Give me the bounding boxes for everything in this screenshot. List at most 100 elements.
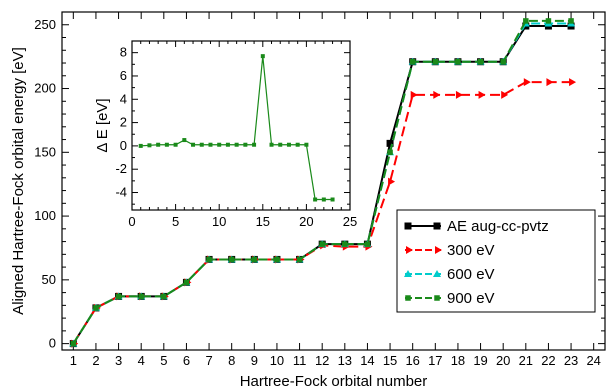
x-tick-label: 11 — [293, 353, 307, 368]
legend-swatch-marker — [404, 222, 412, 230]
inset-data-point — [138, 143, 143, 148]
inset-data-point — [208, 142, 213, 147]
data-point — [410, 90, 418, 99]
inset-data-point — [164, 142, 169, 147]
x-tick-label: 17 — [428, 353, 442, 368]
inset-y-tick-label: -2 — [115, 161, 127, 176]
inset-data-point — [191, 142, 196, 147]
inset-data-point — [234, 142, 239, 147]
inset-data-point — [147, 143, 152, 148]
data-point — [342, 241, 348, 247]
inset-y-tick-label: 0 — [120, 138, 127, 153]
inset-data-point — [313, 197, 318, 202]
data-point — [388, 177, 396, 186]
x-tick-label: 8 — [228, 353, 235, 368]
data-point — [432, 58, 439, 65]
legend-label: 600 eV — [447, 266, 495, 283]
series-3 — [70, 18, 574, 347]
inset-y-tick-label: 8 — [120, 45, 127, 60]
x-tick-label: 19 — [473, 353, 487, 368]
x-tick-label: 15 — [383, 353, 397, 368]
x-tick-label: 1 — [70, 353, 77, 368]
inset-y-tick-label: -4 — [115, 185, 127, 200]
legend-swatch-marker — [404, 270, 412, 277]
x-tick-label: 23 — [564, 353, 578, 368]
x-tick-label: 21 — [519, 353, 533, 368]
x-tick-label: 3 — [115, 353, 122, 368]
inset-data-point — [225, 142, 230, 147]
inset-x-tick-label: 0 — [128, 214, 135, 229]
x-tick-label: 14 — [360, 353, 374, 368]
data-point — [569, 78, 577, 87]
data-point — [138, 293, 144, 300]
data-point — [206, 256, 212, 263]
x-tick-label: 5 — [160, 353, 167, 368]
data-point — [70, 340, 77, 347]
x-tick-label: 2 — [92, 353, 99, 368]
inset-data-point — [182, 138, 187, 143]
legend-swatch-marker — [435, 246, 442, 254]
y-tick-label: 150 — [34, 144, 56, 159]
data-point — [478, 90, 486, 99]
y-axis-title: Aligned Hartree-Fock orbital energy [eV] — [10, 47, 27, 315]
x-tick-label: 24 — [586, 353, 600, 368]
inset-data-point — [304, 142, 309, 147]
legend: AE aug-cc-pvtz 300 eV 600 eV 900 eV — [396, 209, 596, 313]
data-point — [545, 18, 552, 24]
data-point — [183, 279, 190, 286]
inset-data-point — [286, 142, 291, 147]
plot-frame — [61, 11, 606, 351]
data-point — [568, 18, 574, 24]
data-point — [500, 58, 506, 65]
data-point — [433, 90, 441, 99]
legend-label: 900 eV — [447, 290, 495, 307]
x-tick-label: 10 — [270, 353, 284, 368]
x-axis-title: Hartree-Fock orbital number — [240, 373, 428, 389]
y-tick-label: 250 — [34, 17, 56, 32]
data-point — [274, 256, 280, 263]
data-point — [319, 241, 325, 247]
x-tick-label: 16 — [405, 353, 419, 368]
inset-data-point — [278, 142, 283, 147]
data-point — [387, 149, 393, 156]
legend-entry: AE aug-cc-pvtz — [404, 218, 549, 235]
inset-y-axis-title: Δ E [eV] — [94, 98, 111, 152]
data-point — [115, 293, 122, 300]
data-point — [455, 58, 461, 65]
inset-y-tick-label: 6 — [120, 68, 127, 83]
inset-x-tick-label: 15 — [256, 214, 270, 229]
legend-entry: 300 eV — [405, 242, 495, 259]
inset-x-tick-label: 10 — [212, 214, 226, 229]
inset-frame — [131, 40, 351, 211]
data-point — [296, 256, 303, 263]
y-tick-label: 100 — [34, 208, 56, 223]
inset-data-point — [199, 142, 204, 147]
inset-data-point — [295, 142, 300, 147]
inset-plot: -4 -2 0 2 4 6 8 0 5 10 15 20 25 Δ E [eV] — [94, 40, 357, 229]
legend-swatch-marker — [405, 295, 411, 301]
inset-y-tick-label: 2 — [120, 115, 127, 130]
x-tick-label: 18 — [451, 353, 465, 368]
x-tick-label: 6 — [183, 353, 190, 368]
inset-y-tick-label: 4 — [120, 91, 127, 106]
x-tick-label: 20 — [496, 353, 510, 368]
x-tick-label: 22 — [541, 353, 555, 368]
inset-x-tick-label: 20 — [299, 214, 313, 229]
legend-entry: 600 eV — [404, 266, 495, 283]
legend-entry: 900 eV — [405, 290, 495, 307]
data-point — [386, 139, 394, 147]
data-point — [455, 90, 463, 99]
data-point — [477, 58, 484, 65]
data-point — [93, 305, 99, 311]
data-point — [251, 256, 258, 263]
data-point — [228, 256, 235, 263]
data-point — [523, 18, 529, 24]
inset-data-point — [156, 142, 161, 147]
data-point — [409, 58, 416, 65]
inset-data-point — [217, 142, 222, 147]
inset-series-0 — [138, 54, 335, 202]
inset-data-point — [260, 54, 265, 59]
inset-x-tick-label: 25 — [343, 214, 357, 229]
